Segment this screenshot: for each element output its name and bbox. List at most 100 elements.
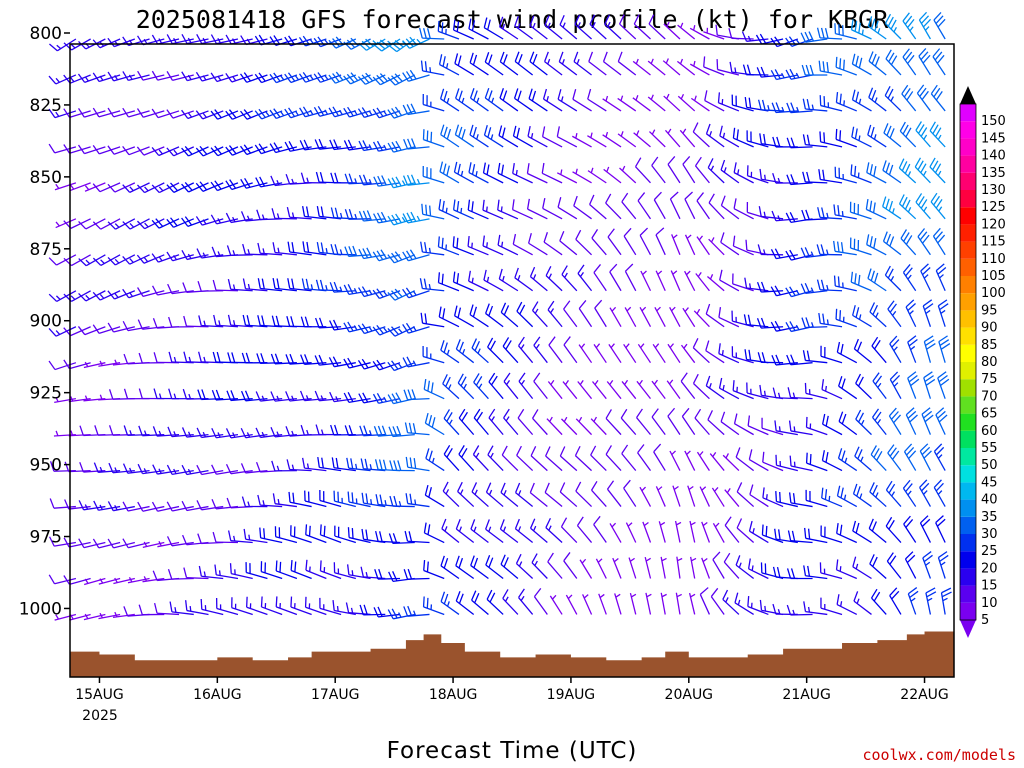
wind-barb bbox=[835, 56, 857, 76]
color-scale-swatch bbox=[960, 516, 976, 534]
credit-text: coolwx.com/models bbox=[862, 746, 1016, 764]
wind-barb bbox=[402, 174, 430, 186]
wind-barb bbox=[405, 493, 430, 508]
wind-barb bbox=[817, 207, 843, 220]
wind-barb bbox=[304, 490, 327, 508]
wind-barb bbox=[701, 521, 711, 543]
wind-barb bbox=[313, 72, 342, 83]
wind-barb bbox=[867, 124, 887, 148]
wind-barb bbox=[533, 372, 548, 400]
wind-barb bbox=[332, 600, 356, 616]
wind-barb bbox=[227, 279, 253, 292]
wind-barb bbox=[705, 340, 725, 364]
y-axis: 800 825 850 875 900 925 950 975 1000 bbox=[19, 24, 70, 619]
wind-barb bbox=[571, 132, 592, 148]
wind-barb bbox=[469, 52, 489, 76]
wind-barb bbox=[387, 392, 415, 405]
wind-barb bbox=[240, 35, 268, 46]
wind-barb bbox=[632, 58, 651, 76]
wind-barb bbox=[358, 286, 386, 298]
wind-barb bbox=[288, 491, 312, 508]
wind-barb bbox=[937, 371, 950, 399]
wind-barb bbox=[63, 74, 91, 84]
wind-barb bbox=[229, 563, 253, 580]
wind-barb bbox=[820, 597, 843, 616]
wind-barb bbox=[420, 60, 445, 76]
color-scale-top-arrow bbox=[960, 86, 976, 104]
wind-barb bbox=[531, 553, 548, 579]
wind-barb bbox=[454, 53, 475, 76]
wind-barb bbox=[633, 130, 651, 148]
wind-barb bbox=[344, 245, 371, 258]
wind-barb bbox=[181, 216, 209, 227]
wind-barb bbox=[517, 408, 534, 436]
wind-barb bbox=[834, 166, 857, 184]
wind-barb bbox=[151, 218, 180, 229]
wind-barb bbox=[63, 575, 91, 585]
wind-barb bbox=[594, 299, 607, 328]
wind-barb bbox=[786, 354, 813, 366]
wind-barb bbox=[241, 496, 268, 508]
wind-barb bbox=[542, 88, 563, 112]
color-scale-label: 140 bbox=[981, 149, 1006, 164]
wind-barb bbox=[604, 14, 622, 40]
wind-barb bbox=[623, 227, 637, 256]
wind-barb bbox=[818, 312, 843, 328]
wind-barb bbox=[770, 69, 798, 81]
wind-barb bbox=[286, 206, 312, 220]
wind-barb bbox=[835, 559, 858, 580]
wind-barb bbox=[589, 194, 607, 220]
wind-barb bbox=[741, 31, 769, 42]
wind-barb bbox=[153, 602, 180, 616]
wind-barb bbox=[402, 287, 430, 299]
wind-barb bbox=[805, 452, 828, 472]
wind-barb bbox=[722, 453, 740, 472]
wind-barb bbox=[576, 516, 593, 543]
wind-barb bbox=[819, 562, 843, 580]
wind-barb bbox=[640, 270, 652, 292]
color-scale-label: 130 bbox=[981, 183, 1006, 198]
wind-barb bbox=[867, 268, 887, 292]
wind-barb bbox=[705, 303, 725, 328]
wind-barb bbox=[151, 108, 180, 119]
color-scale-label: 15 bbox=[981, 579, 998, 594]
y-tick-label: 950 bbox=[30, 456, 62, 476]
wind-barb bbox=[483, 17, 504, 40]
wind-barb bbox=[692, 122, 710, 148]
wind-barb bbox=[666, 379, 681, 400]
wind-barb bbox=[606, 480, 622, 507]
wind-barb bbox=[692, 338, 710, 364]
wind-barb bbox=[733, 162, 754, 184]
color-scale-swatch bbox=[960, 138, 976, 156]
wind-barb bbox=[917, 228, 931, 256]
wind-barb bbox=[422, 165, 445, 184]
wind-barb bbox=[485, 554, 504, 580]
wind-barb bbox=[690, 95, 710, 112]
wind-barb bbox=[500, 482, 519, 508]
color-scale-label: 90 bbox=[981, 321, 998, 336]
wind-barb bbox=[885, 49, 902, 76]
color-scale-swatch bbox=[960, 276, 976, 294]
wind-barb bbox=[166, 536, 194, 547]
color-scale-label: 85 bbox=[981, 338, 998, 353]
wind-barb bbox=[503, 372, 519, 400]
wind-barb bbox=[545, 266, 563, 292]
wind-barb bbox=[689, 60, 710, 76]
wind-barb bbox=[469, 88, 489, 112]
wind-barb bbox=[438, 199, 460, 220]
wind-barb bbox=[696, 451, 710, 471]
wind-barb bbox=[836, 523, 858, 544]
wind-barb bbox=[136, 254, 165, 264]
wind-barb bbox=[899, 121, 917, 148]
wind-barb bbox=[514, 51, 534, 76]
wind-barb bbox=[185, 600, 209, 616]
wind-barb bbox=[868, 51, 887, 76]
wind-barb bbox=[590, 445, 607, 472]
wind-barb bbox=[561, 416, 578, 436]
color-scale-swatch bbox=[960, 224, 976, 242]
wind-barb bbox=[681, 407, 696, 435]
wind-barb bbox=[639, 227, 652, 256]
wind-barb bbox=[183, 315, 209, 328]
wind-barb bbox=[648, 129, 666, 148]
wind-barb bbox=[904, 551, 917, 579]
